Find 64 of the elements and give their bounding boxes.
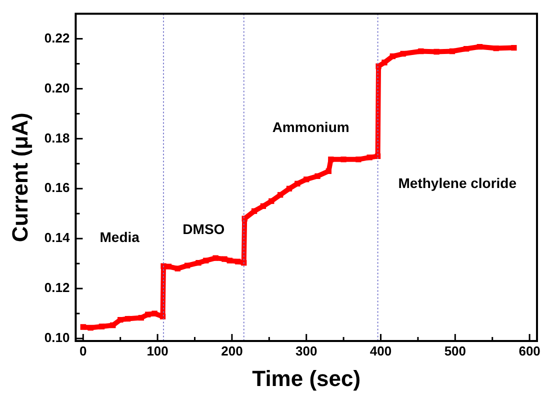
- y-tick-label: 0.10: [44, 330, 70, 346]
- annotation: Media: [100, 228, 140, 245]
- point: [328, 156, 334, 162]
- x-tick-label: 400: [370, 343, 392, 358]
- point: [314, 173, 320, 179]
- point: [268, 198, 274, 204]
- y-tick-label: 0.20: [44, 80, 70, 96]
- point: [326, 168, 332, 174]
- y-tick-label: 0.18: [44, 130, 70, 146]
- point: [493, 45, 499, 52]
- x-tick-label: 0: [80, 343, 87, 358]
- point: [226, 258, 233, 264]
- y-tick-label: 0.14: [44, 230, 70, 246]
- point: [212, 255, 218, 261]
- y-tick-label: 0.16: [44, 180, 70, 196]
- point: [476, 44, 483, 50]
- point: [184, 262, 190, 268]
- point: [260, 203, 266, 209]
- point: [511, 44, 517, 51]
- point: [277, 192, 284, 198]
- point: [235, 258, 241, 264]
- point: [98, 324, 105, 330]
- y-axis-title: Current (μA): [7, 112, 32, 242]
- point: [152, 310, 158, 316]
- point: [382, 60, 388, 66]
- annotation: Ammonium: [272, 119, 350, 136]
- point: [138, 314, 144, 321]
- point: [160, 263, 166, 269]
- point: [376, 63, 382, 70]
- point: [118, 316, 124, 323]
- point: [390, 53, 396, 60]
- point: [88, 324, 94, 331]
- point: [286, 186, 292, 192]
- y-tick-label: 0.12: [44, 280, 70, 296]
- x-tick-label: 600: [518, 343, 540, 358]
- point: [160, 314, 166, 320]
- point: [340, 156, 346, 162]
- annotation: DMSO: [182, 220, 225, 237]
- x-tick-label: 200: [221, 343, 243, 358]
- point: [251, 208, 258, 214]
- point: [356, 156, 362, 162]
- point: [110, 322, 116, 328]
- point: [366, 154, 372, 160]
- annotation: Methylene cloride: [398, 175, 517, 192]
- point: [434, 48, 440, 55]
- point: [222, 256, 228, 262]
- x-tick-label: 500: [444, 343, 466, 358]
- point: [294, 180, 300, 186]
- point: [449, 48, 456, 54]
- point: [166, 264, 172, 270]
- point: [418, 48, 424, 54]
- x-tick-label: 100: [146, 343, 168, 358]
- point: [174, 266, 180, 272]
- point: [203, 258, 209, 264]
- x-axis-title: Time (sec): [252, 366, 361, 391]
- point: [400, 50, 406, 57]
- point: [80, 324, 86, 330]
- point: [196, 260, 202, 266]
- x-tick-label: 300: [296, 343, 318, 358]
- point: [463, 46, 470, 52]
- point: [304, 176, 310, 182]
- point: [145, 312, 151, 318]
- y-tick-label: 0.22: [44, 30, 70, 46]
- point: [124, 316, 131, 322]
